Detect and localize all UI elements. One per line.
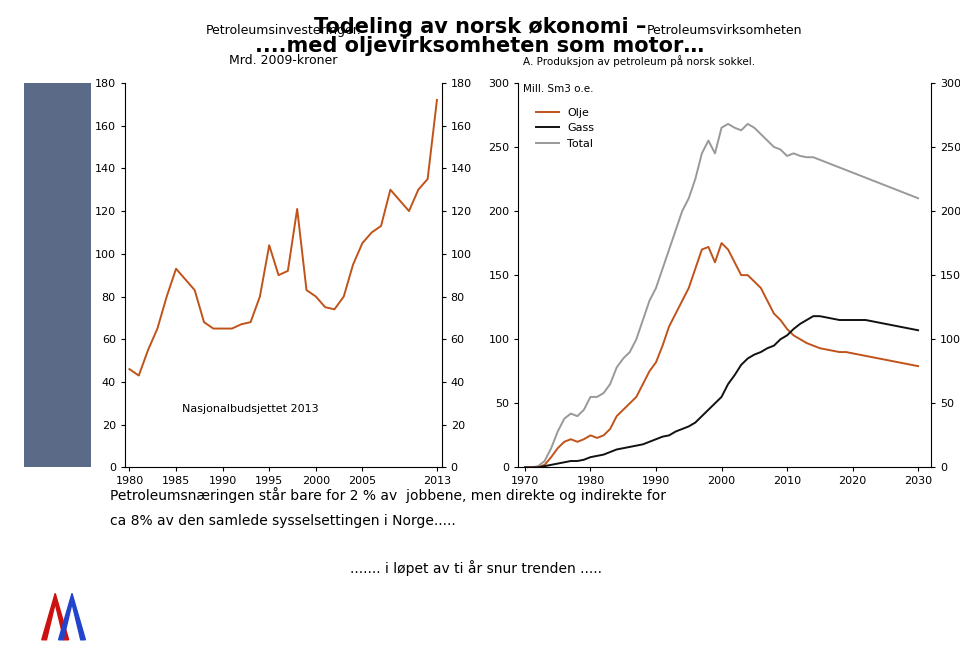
Text: Petroleumsvirksomheten: Petroleumsvirksomheten: [647, 24, 803, 36]
Text: Mrd. 2009-kroner: Mrd. 2009-kroner: [229, 54, 337, 68]
Text: ....med oljevirksomheten som motor…: ....med oljevirksomheten som motor…: [255, 36, 705, 56]
Polygon shape: [42, 593, 69, 640]
Polygon shape: [59, 593, 85, 640]
Text: Mill. Sm3 o.e.: Mill. Sm3 o.e.: [522, 84, 593, 94]
Text: Petroleumsnæringen står bare for 2 % av  jobbene, men direkte og indirekte for: Petroleumsnæringen står bare for 2 % av …: [110, 487, 666, 503]
Text: Nasjonalbudsjettet 2013: Nasjonalbudsjettet 2013: [181, 404, 319, 414]
Legend: Olje, Gass, Total: Olje, Gass, Total: [537, 107, 594, 149]
Text: ....... i løpet av ti år snur trenden .....: ....... i løpet av ti år snur trenden ..…: [350, 560, 603, 576]
Text: Todeling av norsk økonomi –: Todeling av norsk økonomi –: [314, 17, 646, 36]
Text: ca 8% av den samlede sysselsettingen i Norge.....: ca 8% av den samlede sysselsettingen i N…: [110, 514, 456, 528]
Text: Petroleumsinvesteringer.: Petroleumsinvesteringer.: [205, 24, 361, 36]
Text: A. Produksjon av petroleum på norsk sokkel.: A. Produksjon av petroleum på norsk sokk…: [522, 56, 755, 68]
